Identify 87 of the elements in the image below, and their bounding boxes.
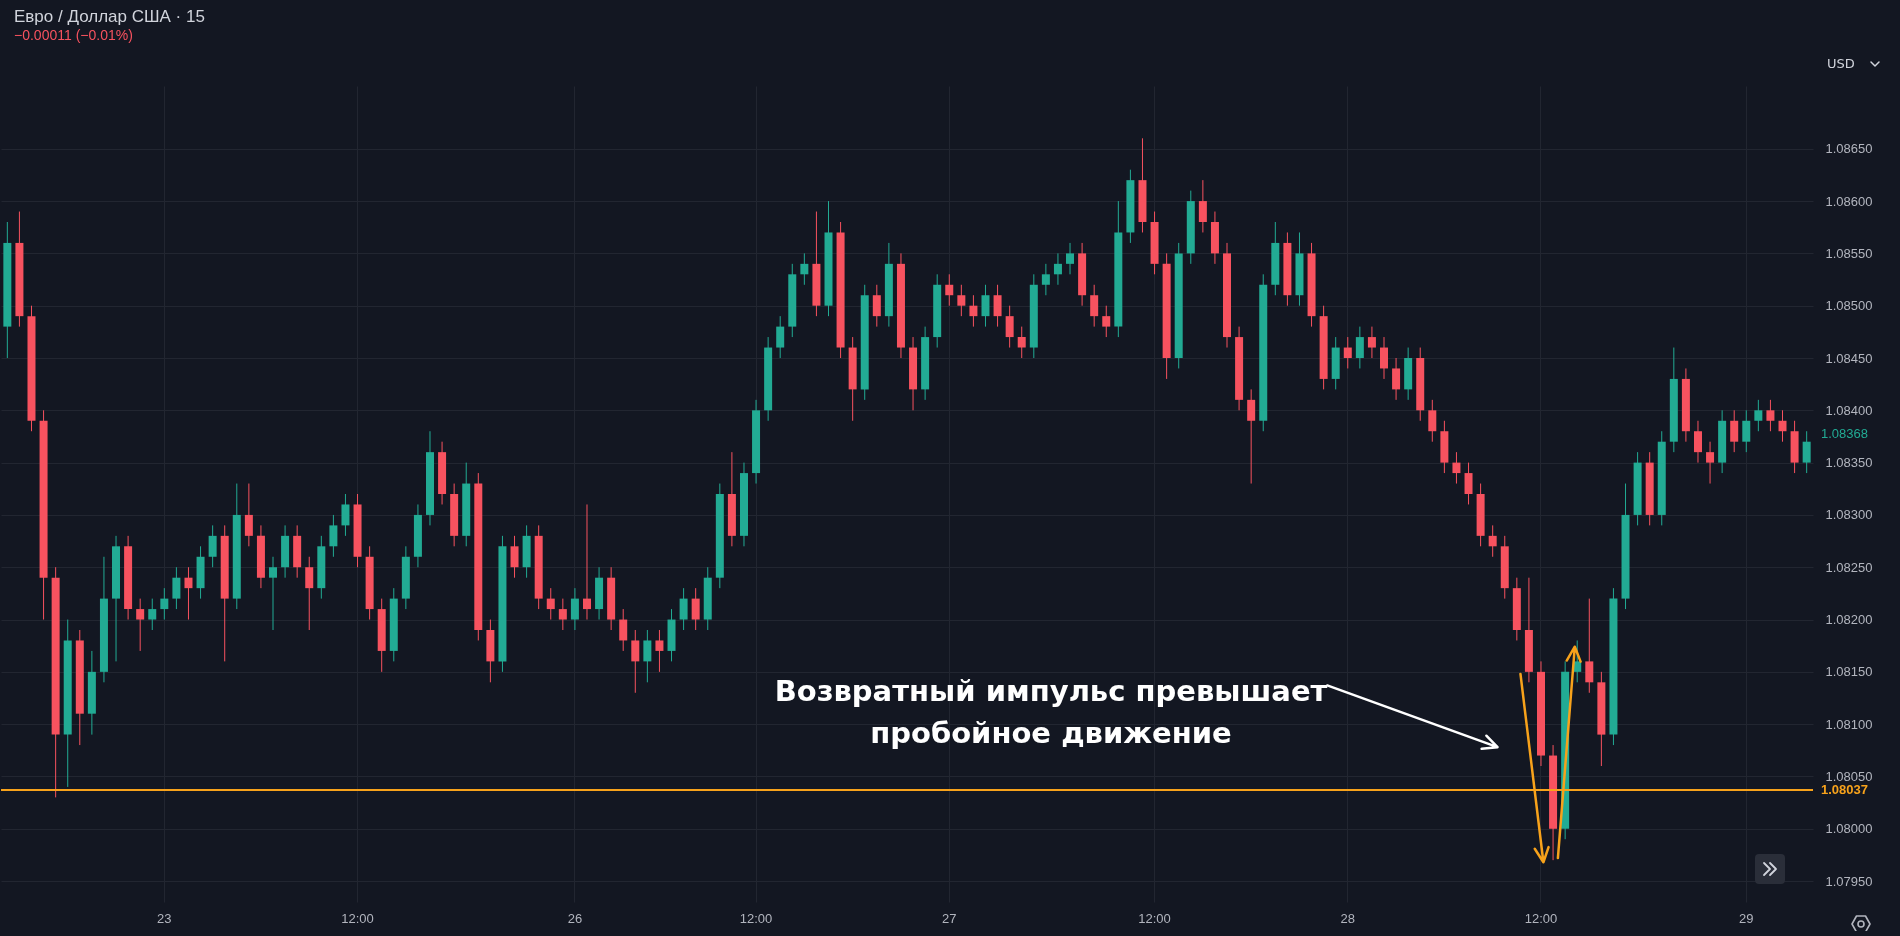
candlestick [1005, 305, 1014, 349]
x-tick-label: 28 [1340, 910, 1356, 926]
candlestick [136, 598, 145, 652]
y-tick-label: 1.08300 [1825, 507, 1873, 523]
candlestick [993, 284, 1002, 328]
candlestick [1053, 252, 1062, 286]
x-tick-label: 29 [1739, 910, 1754, 926]
y-tick-label: 1.08200 [1825, 612, 1873, 628]
candlestick [1392, 357, 1401, 401]
candlestick [1355, 326, 1364, 369]
candlestick [981, 284, 990, 328]
y-tick-label: 1.08050 [1825, 768, 1873, 784]
candlestick [510, 535, 519, 579]
y-tick-label: 1.08150 [1825, 664, 1873, 680]
candlestick [1693, 420, 1702, 464]
text: 1.08368 [1821, 425, 1868, 441]
y-tick-label: 1.08500 [1825, 298, 1873, 314]
chart-title: Евро / Доллар США · 15 [14, 7, 205, 26]
x-tick-label: 26 [567, 910, 583, 926]
candlestick [655, 629, 664, 673]
ref-line-label: 1.08037 [1821, 782, 1868, 798]
candlestick [546, 587, 555, 621]
candlestick [679, 587, 688, 631]
candlestick [1488, 524, 1497, 558]
y-tick-label: 1.08600 [1825, 193, 1873, 209]
candlestick [1428, 399, 1437, 443]
candlestick [329, 514, 338, 558]
candlestick [1464, 462, 1473, 505]
candlestick [1706, 441, 1715, 485]
y-tick-label: 1.08350 [1825, 455, 1873, 471]
candlestick [800, 252, 809, 286]
candlestick [1102, 305, 1111, 338]
candlestick [776, 315, 785, 359]
candlestick [1380, 336, 1388, 380]
candlestick [1730, 409, 1739, 453]
candlestick [1778, 409, 1787, 443]
candlestick [619, 608, 628, 652]
candlestick [570, 587, 579, 631]
candlestick [1367, 326, 1376, 359]
x-tick-label: 27 [942, 910, 957, 926]
candlestick [1452, 451, 1461, 485]
candlestick [1090, 284, 1099, 328]
candlestick [1754, 399, 1763, 432]
y-tick-label: 1.07950 [1825, 873, 1873, 889]
candlestick [957, 284, 966, 317]
candlestick [1017, 326, 1026, 359]
candlestick [558, 598, 567, 631]
candlestick [269, 556, 278, 631]
candlestick [631, 629, 640, 694]
y-tick-label: 1.08100 [1825, 716, 1873, 732]
candlestick [148, 598, 157, 631]
x-tick-label: 12:00 [1524, 910, 1558, 926]
candlestick [1802, 430, 1811, 474]
candlestick [1041, 263, 1050, 296]
candlestick [945, 273, 954, 307]
candlestick [1766, 399, 1775, 432]
y-tick-label: 1.08400 [1825, 402, 1873, 418]
candlestick [172, 566, 181, 610]
candlestick [643, 629, 652, 683]
candlestick [1066, 242, 1075, 275]
candlestick [305, 556, 314, 631]
candlestick [184, 566, 193, 621]
x-tick-label: 12:00 [739, 910, 773, 926]
candlestick [1742, 409, 1751, 453]
candlestick [691, 587, 700, 631]
y-tick-label: 1.08000 [1825, 821, 1873, 837]
candlestick [160, 587, 169, 621]
annotation: Возвратный импульс превышает пробойное движение [774, 674, 1328, 751]
candlestick [969, 294, 978, 328]
candlestick [1198, 179, 1207, 233]
candlestick [341, 493, 350, 537]
y-tick-label: 1.08550 [1825, 245, 1873, 261]
candlestick [208, 524, 217, 568]
candlestick [244, 483, 253, 547]
x-tick-label: 12:00 [341, 910, 374, 926]
y-tick-label: 1.08450 [1825, 350, 1873, 366]
y-tick-label: 1.08250 [1825, 559, 1873, 575]
candlestick [1343, 336, 1352, 369]
candlestick [1585, 598, 1594, 694]
x-tick-label: 12:00 [1138, 910, 1171, 926]
chart-subtitle: −0.00011 (−0.01%) [14, 27, 133, 43]
y-tick-label: 1.08650 [1825, 141, 1873, 157]
candlestick [1247, 388, 1256, 485]
candlestick [872, 284, 881, 328]
text: USD [1827, 56, 1855, 71]
candlestick [582, 503, 591, 621]
x-tick-label: 23 [157, 910, 172, 926]
